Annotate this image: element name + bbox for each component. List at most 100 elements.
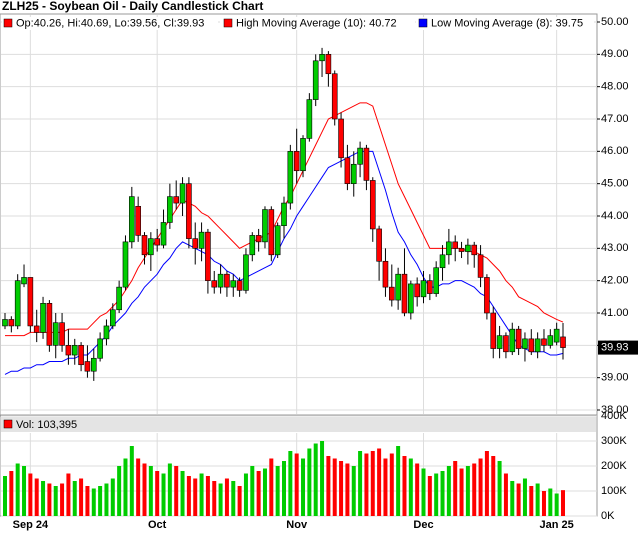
candle-body [401, 273, 408, 314]
candle-body [484, 277, 490, 314]
volume-label: Vol: 103,395 [16, 419, 77, 431]
volume-bar [364, 453, 369, 516]
candle-body [14, 280, 21, 327]
candle-body [129, 196, 135, 243]
candle-body [439, 254, 446, 269]
volume-bar [491, 456, 496, 516]
candle-body [281, 202, 287, 226]
y-tick-label: 47.00 [601, 113, 629, 125]
volume-bar [561, 490, 565, 516]
volume-bar [117, 466, 122, 516]
legend-swatch [418, 18, 428, 28]
volume-bar [326, 456, 331, 516]
legend-swatch [223, 18, 233, 28]
last-price-box [598, 340, 638, 355]
volume-bar [522, 478, 527, 516]
volume-bar [288, 451, 293, 516]
candle-body [528, 338, 535, 353]
y-tick-label: 300K [601, 435, 627, 447]
candle-body [40, 302, 46, 333]
price-panel [0, 13, 598, 416]
candle-body [509, 328, 516, 353]
volume-bar [358, 451, 363, 516]
volume-bar [85, 486, 90, 516]
candle-body [369, 180, 376, 230]
candle-body [357, 147, 363, 165]
volume-bar [516, 483, 521, 516]
candle-body [8, 319, 15, 327]
volume-bar [72, 481, 77, 516]
volume-bar [345, 463, 350, 516]
volume-bar [34, 478, 39, 516]
volume-bar [402, 456, 407, 516]
candle-body [198, 231, 205, 249]
candle-body [325, 54, 332, 75]
x-tick-label: Jan 25 [540, 519, 574, 531]
candle-body [395, 273, 401, 301]
candle-body [243, 254, 249, 291]
volume-bar [427, 476, 432, 516]
candle-body [522, 338, 528, 349]
volume-bar [186, 476, 191, 516]
volume-bar [3, 476, 7, 516]
volume-bar [472, 463, 477, 516]
volume-bar [453, 461, 458, 516]
volume-bar [148, 466, 153, 516]
candle-body [319, 54, 325, 62]
volume-bar [383, 458, 388, 516]
candle-body [350, 163, 357, 184]
candle-body [65, 345, 72, 356]
volume-bar [237, 486, 242, 516]
volume-header [1, 417, 596, 432]
candle-body [433, 267, 439, 294]
candle-body [312, 60, 319, 100]
candle-body [33, 325, 40, 333]
candle-body [414, 283, 420, 298]
volume-bar [294, 453, 299, 516]
volume-bar [370, 451, 375, 516]
legend-label: High Moving Average (10): 40.72 [236, 17, 397, 29]
legend: Op:40.26, Hi:40.69, Lo:39.56, Cl:39.93 H… [2, 17, 594, 30]
volume-bar [28, 473, 33, 516]
volume-bar [9, 471, 14, 516]
volume-bar [415, 463, 420, 516]
candle-body [331, 73, 338, 120]
candle-body [224, 273, 230, 288]
volume-bar [205, 476, 210, 516]
candle-body [452, 241, 459, 249]
legend-box [220, 17, 415, 30]
y-tick-label: 38.00 [601, 404, 629, 416]
candle-body [427, 280, 433, 294]
volume-bar [174, 466, 179, 516]
volume-bar [79, 478, 84, 516]
y-tick-label: 48.00 [601, 81, 629, 93]
candle-body [90, 357, 97, 372]
volume-bar [440, 471, 445, 516]
volume-bar [161, 473, 166, 516]
candle-body [496, 335, 503, 349]
candle-body [408, 283, 414, 314]
chart-title: ZLH25 - Soybean Oil - Daily Candlestick … [2, 0, 263, 13]
legend-swatch [3, 18, 13, 28]
x-tick-label: Dec [413, 519, 433, 531]
volume-bar [421, 468, 426, 516]
volume-bar [98, 486, 103, 516]
candle-body [192, 238, 199, 249]
candle-body [27, 277, 34, 327]
y-tick-label: 46.00 [601, 145, 629, 157]
candle-body [388, 286, 395, 301]
candle-body [59, 322, 65, 346]
candle-body [547, 335, 554, 346]
candle-body [255, 235, 262, 243]
x-tick-label: Nov [286, 519, 308, 531]
candle-body [490, 312, 497, 349]
volume-bar [110, 478, 115, 516]
candle-body [167, 196, 173, 223]
candle-body [160, 222, 167, 246]
candle-body [382, 260, 389, 288]
candle-body [262, 209, 268, 243]
volume-bar [91, 488, 96, 516]
volume-bar [136, 458, 141, 516]
candle-body [287, 151, 294, 204]
candle-body [274, 225, 281, 256]
